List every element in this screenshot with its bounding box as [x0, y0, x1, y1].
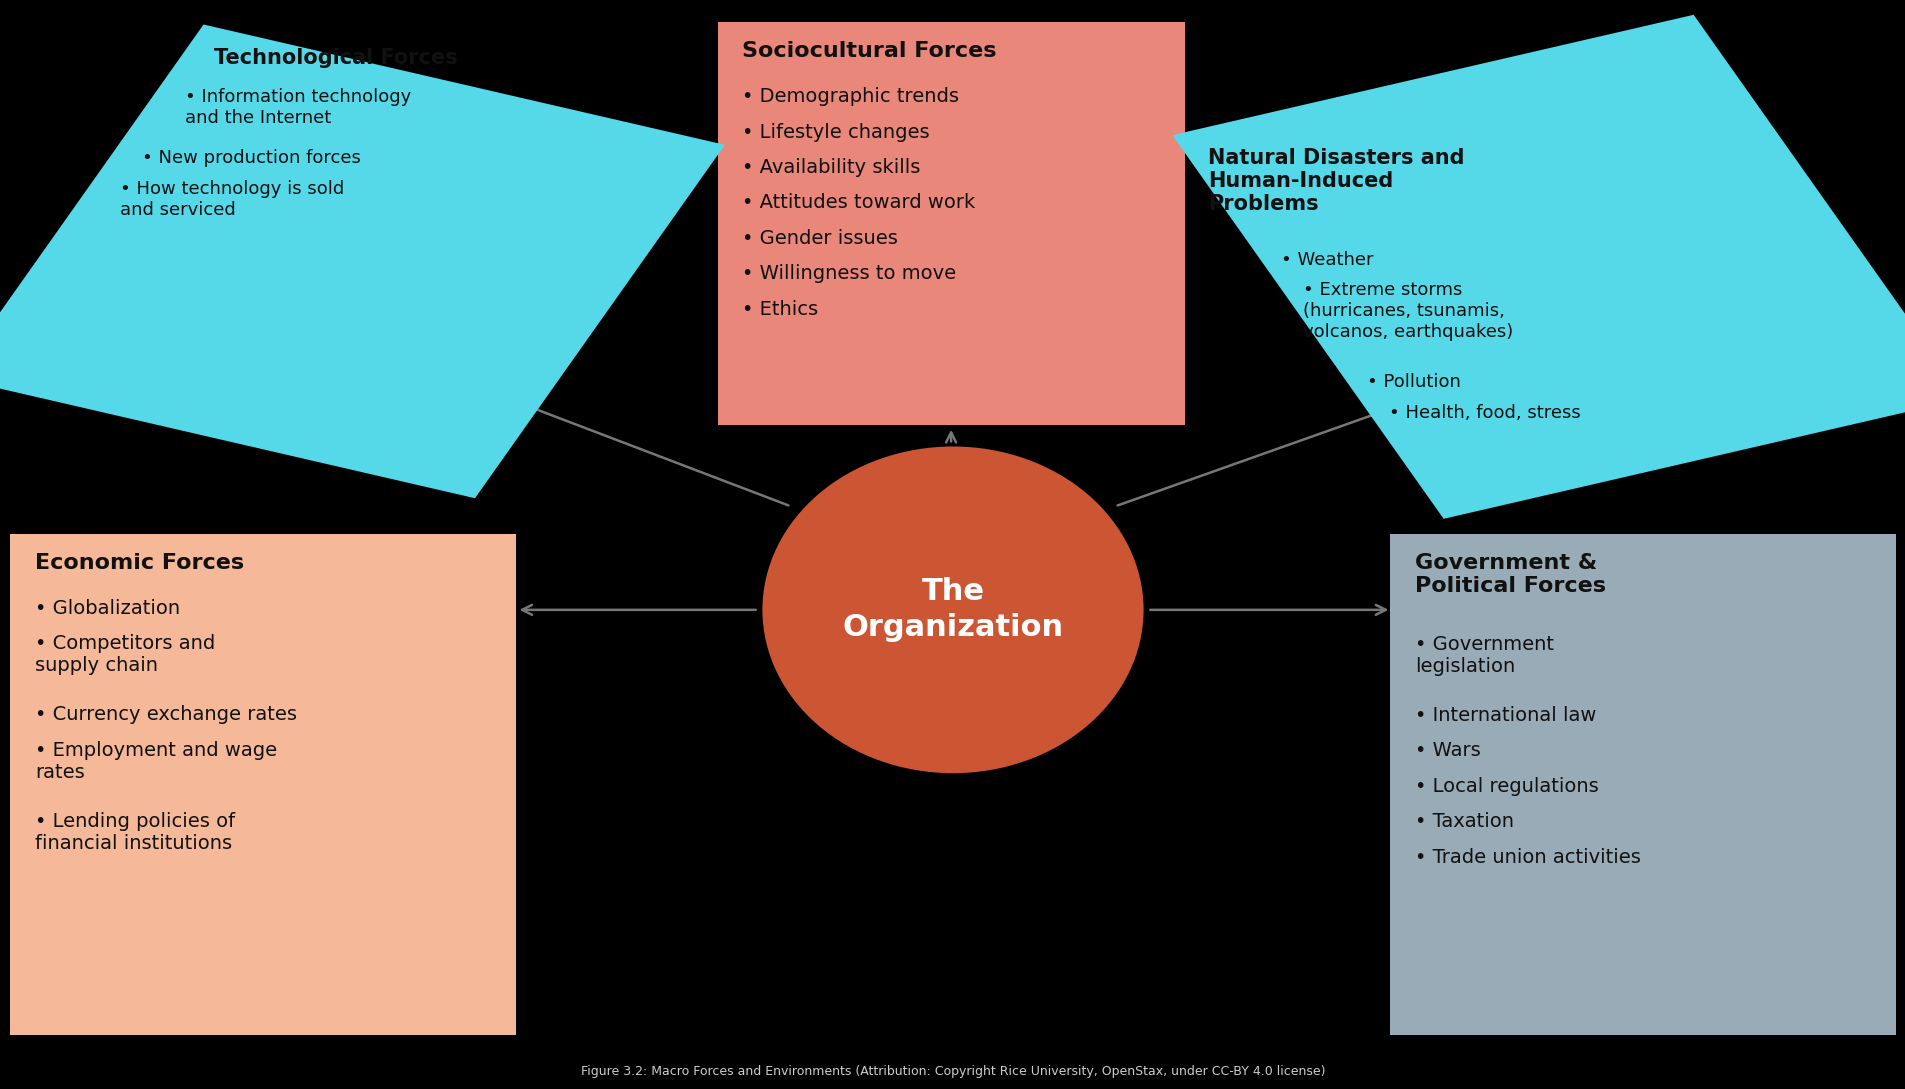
Text: • Gender issues: • Gender issues	[741, 229, 897, 248]
Text: • Lifestyle changes: • Lifestyle changes	[741, 123, 930, 142]
Bar	[1389, 534, 1894, 1035]
Text: • How technology is sold
and serviced: • How technology is sold and serviced	[120, 180, 345, 219]
Bar	[11, 534, 514, 1035]
Text: • Weather: • Weather	[1280, 250, 1374, 269]
Text: • Taxation: • Taxation	[1414, 812, 1513, 831]
Text: • Government
legislation: • Government legislation	[1414, 635, 1553, 676]
Text: • Currency exchange rates: • Currency exchange rates	[36, 706, 297, 724]
Text: Government &
Political Forces: Government & Political Forces	[1414, 553, 1606, 597]
Text: • New production forces: • New production forces	[141, 149, 360, 168]
Text: • Wars: • Wars	[1414, 742, 1480, 760]
Text: • Ethics: • Ethics	[741, 299, 817, 319]
Text: Natural Disasters and
Human-Induced
Problems: Natural Disasters and Human-Induced Prob…	[1208, 148, 1463, 215]
Text: The
Organization: The Organization	[842, 577, 1063, 643]
Text: • Local regulations: • Local regulations	[1414, 776, 1598, 796]
Text: • Employment and wage
rates: • Employment and wage rates	[36, 741, 278, 782]
Text: • Attitudes toward work: • Attitudes toward work	[741, 194, 975, 212]
Ellipse shape	[762, 446, 1143, 773]
Text: • Extreme storms
(hurricanes, tsunamis,
volcanos, earthquakes): • Extreme storms (hurricanes, tsunamis, …	[1301, 281, 1513, 341]
Text: • Pollution: • Pollution	[1366, 374, 1461, 391]
Bar	[716, 22, 1183, 425]
Text: • Health, food, stress: • Health, food, stress	[1389, 404, 1579, 421]
Text: Economic Forces: Economic Forces	[36, 553, 244, 573]
Bar	[1172, 15, 1905, 518]
Text: • Trade union activities: • Trade union activities	[1414, 847, 1640, 867]
Text: • Availability skills: • Availability skills	[741, 158, 920, 178]
Text: Figure 3.2: Macro Forces and Environments (Attribution: Copyright Rice Universit: Figure 3.2: Macro Forces and Environment…	[581, 1065, 1324, 1078]
Text: • International law: • International law	[1414, 706, 1596, 725]
Text: Technological Forces: Technological Forces	[213, 48, 457, 68]
Text: • Demographic trends: • Demographic trends	[741, 87, 958, 107]
Text: • Lending policies of
financial institutions: • Lending policies of financial institut…	[36, 811, 234, 853]
Text: • Information technology
and the Internet: • Information technology and the Interne…	[185, 88, 411, 127]
Text: • Willingness to move: • Willingness to move	[741, 265, 956, 283]
Bar	[0, 24, 724, 499]
Text: Sociocultural Forces: Sociocultural Forces	[741, 41, 996, 61]
Text: • Globalization: • Globalization	[36, 599, 181, 619]
Text: • Competitors and
supply chain: • Competitors and supply chain	[36, 635, 215, 675]
